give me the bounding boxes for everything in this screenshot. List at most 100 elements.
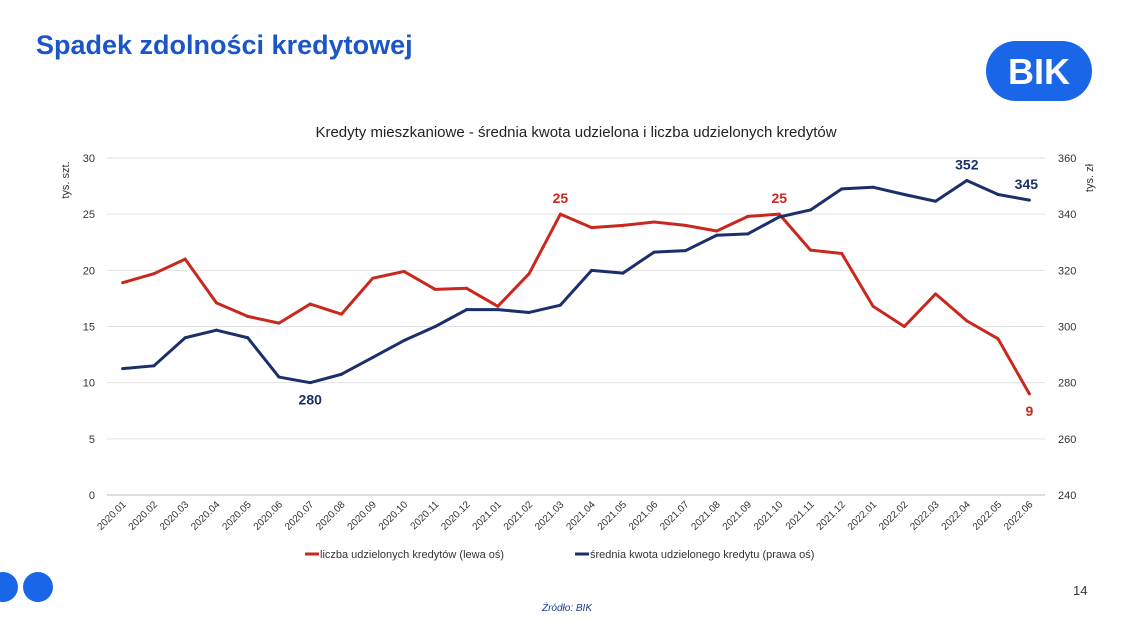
x-tick-label: 2021.05 [596, 499, 630, 533]
x-tick-label: 2022.01 [846, 499, 880, 533]
data-point [246, 314, 250, 318]
data-point [183, 336, 187, 340]
data-point [871, 304, 875, 308]
data-point [683, 223, 687, 227]
data-point [652, 220, 656, 224]
data-point [183, 257, 187, 261]
data-point [308, 381, 312, 385]
data-point [121, 281, 125, 285]
data-point [340, 372, 343, 376]
x-tick-label: 2021.07 [658, 499, 692, 533]
x-tick-label: 2021.01 [471, 499, 505, 533]
chart-title: Kredyty mieszkaniowe - średnia kwota udz… [315, 124, 836, 141]
y-right-tick-label: 300 [1058, 322, 1076, 334]
legend-label: średnia kwota udzielonego kredytu (prawa… [590, 549, 814, 561]
y-right-tick-label: 240 [1058, 490, 1076, 502]
data-point [433, 287, 437, 291]
y-left-tick-label: 15 [83, 322, 95, 334]
x-tick-label: 2021.10 [752, 499, 786, 533]
x-tick-label: 2021.11 [784, 499, 817, 532]
data-point [840, 187, 844, 191]
y-left-tick-label: 25 [83, 209, 95, 221]
data-point [996, 193, 1000, 197]
data-point [746, 232, 750, 236]
data-point [402, 269, 406, 273]
data-point [152, 272, 156, 276]
decorative-dot [0, 572, 18, 602]
x-tick-label: 2020.10 [377, 499, 411, 533]
data-point [715, 229, 719, 233]
y-right-tick-label: 340 [1058, 209, 1076, 221]
data-point [121, 367, 125, 371]
data-point [777, 212, 781, 216]
y-left-tick-label: 30 [83, 153, 95, 165]
data-point [590, 268, 594, 272]
data-point [496, 308, 500, 312]
x-tick-label: 2022.04 [940, 499, 974, 533]
x-tick-label: 2020.11 [409, 499, 442, 532]
data-point [465, 308, 469, 312]
data-point [840, 251, 844, 255]
data-point [1027, 198, 1031, 202]
data-point [465, 286, 469, 290]
x-tick-label: 2020.08 [314, 499, 348, 533]
data-point [809, 248, 812, 252]
y-left-tick-label: 5 [89, 434, 95, 446]
y-right-tick-label: 320 [1058, 265, 1076, 277]
y-left-axis-label: tys. szt. [60, 161, 72, 198]
data-point [934, 199, 938, 203]
x-tick-label: 2022.06 [1002, 499, 1036, 533]
x-tick-label: 2020.09 [346, 499, 380, 533]
x-tick-label: 2020.07 [283, 499, 317, 533]
bik-logo: BIK [986, 41, 1092, 101]
data-point [558, 212, 562, 216]
y-right-tick-label: 260 [1058, 434, 1076, 446]
data-point [527, 272, 531, 276]
data-point [340, 312, 343, 316]
data-point [496, 304, 500, 308]
x-tick-label: 2021.04 [564, 499, 598, 533]
x-tick-label: 2020.04 [189, 499, 223, 533]
x-tick-label: 2020.01 [95, 499, 129, 533]
x-tick-label: 2020.12 [439, 499, 473, 533]
data-label: 25 [553, 190, 569, 206]
page-number: 14 [1073, 583, 1088, 598]
x-tick-label: 2022.02 [877, 499, 911, 533]
data-point [433, 325, 437, 328]
page-title: Spadek zdolności kredytowej [36, 30, 413, 60]
data-point [809, 208, 812, 212]
y-left-tick-label: 10 [83, 378, 95, 390]
data-point [621, 271, 625, 275]
y-right-tick-label: 360 [1058, 153, 1076, 165]
data-label: 25 [771, 190, 787, 206]
data-point [715, 233, 719, 237]
data-point [308, 302, 312, 306]
data-label: 352 [955, 156, 979, 172]
data-point [965, 319, 969, 323]
y-right-tick-label: 280 [1058, 378, 1076, 390]
legend-label: liczba udzielonych kredytów (lewa oś) [320, 549, 504, 561]
x-tick-label: 2022.03 [908, 499, 942, 533]
data-point [965, 178, 969, 182]
x-tick-label: 2022.05 [971, 499, 1005, 533]
series-line-kwota [122, 178, 1030, 385]
data-point [902, 325, 906, 328]
series-line-liczba [122, 212, 1031, 395]
x-tick-label: 2021.02 [502, 499, 536, 533]
data-point [214, 301, 218, 305]
data-point [371, 355, 375, 359]
data-point [277, 321, 281, 325]
data-point [527, 310, 531, 314]
data-point [402, 339, 406, 343]
data-point [558, 303, 562, 307]
x-tick-label: 2020.02 [127, 499, 161, 533]
data-point [683, 249, 687, 253]
data-point [621, 223, 625, 227]
data-point [871, 185, 875, 189]
data-point [996, 337, 1000, 341]
x-tick-label: 2021.08 [689, 499, 723, 533]
data-point [277, 375, 281, 379]
decorative-dot [23, 572, 53, 602]
x-tick-label: 2021.09 [721, 499, 755, 533]
x-tick-label: 2020.05 [220, 499, 254, 533]
